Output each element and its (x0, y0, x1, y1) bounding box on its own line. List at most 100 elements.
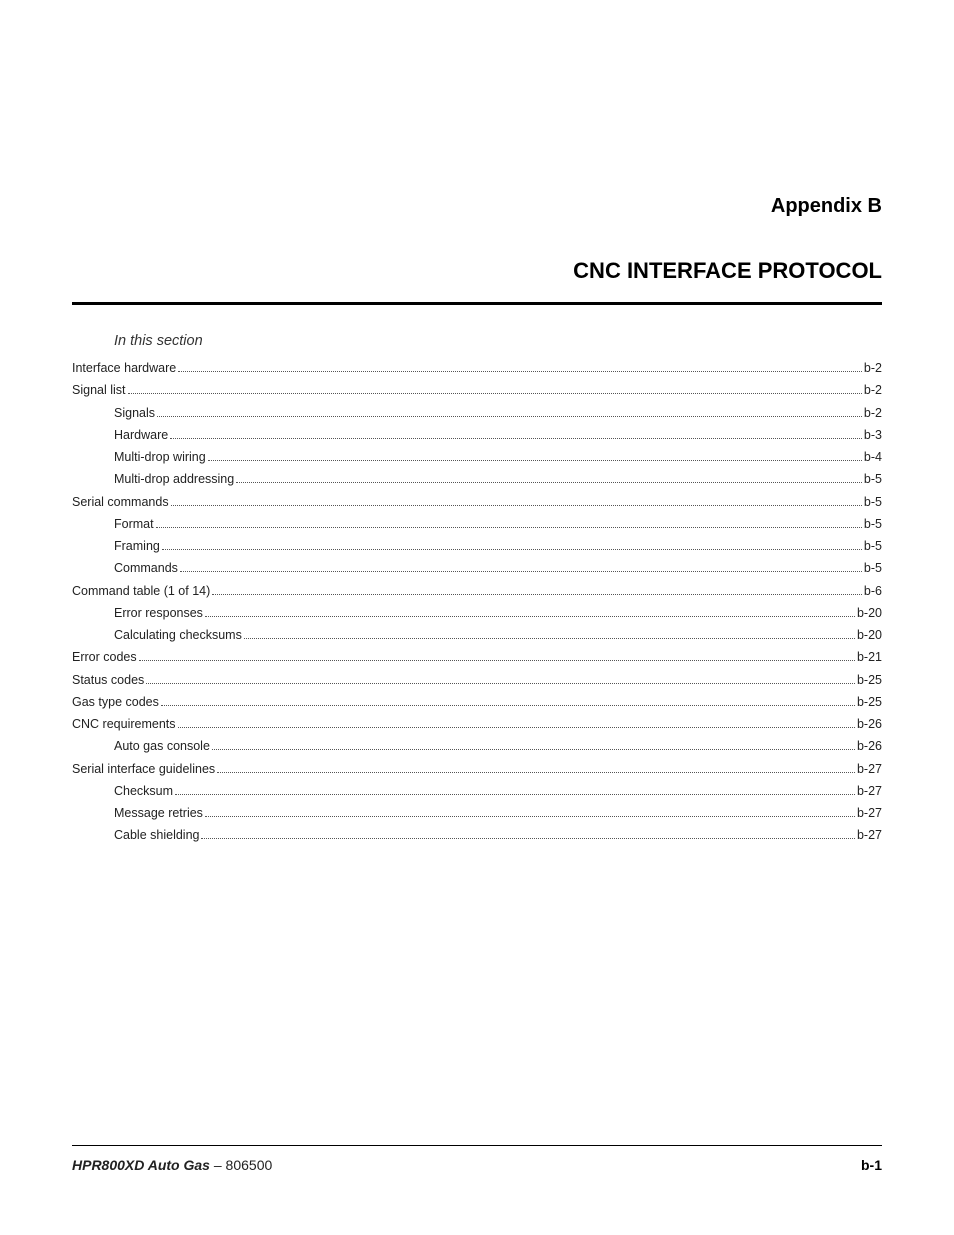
toc-entry: Cable shielding b-27 (114, 826, 882, 845)
appendix-label: Appendix B (72, 195, 882, 218)
toc-entry-label: Framing (114, 537, 160, 556)
toc-entry-label: Signals (114, 404, 155, 423)
toc-entry-page: b-27 (857, 782, 882, 801)
toc-entry: Serial commands b-5 (72, 493, 882, 512)
toc-dot-leader (171, 505, 862, 506)
toc-dot-leader (244, 638, 855, 639)
section-label: In this section (114, 333, 882, 349)
page-title: CNC INTERFACE PROTOCOL (72, 258, 882, 284)
toc-entry: CNC requirements b-26 (72, 715, 882, 734)
toc-entry: Interface hardware b-2 (72, 359, 882, 378)
toc-entry: Serial interface guidelines b-27 (72, 760, 882, 779)
toc-entry: Commands b-5 (114, 559, 882, 578)
toc-entry: Format b-5 (114, 515, 882, 534)
toc-entry: Signal list b-2 (72, 381, 882, 400)
toc-dot-leader (205, 816, 855, 817)
title-rule (72, 302, 882, 305)
toc-entry-page: b-27 (857, 760, 882, 779)
toc-entry-label: Calculating checksums (114, 626, 242, 645)
toc-dot-leader (128, 393, 862, 394)
toc-dot-leader (201, 838, 854, 839)
toc-entry: Status codes b-25 (72, 671, 882, 690)
toc-entry-page: b-21 (857, 648, 882, 667)
toc-entry: Gas type codes b-25 (72, 693, 882, 712)
toc-dot-leader (178, 371, 862, 372)
toc-entry-label: Command table (1 of 14) (72, 582, 210, 601)
toc-entry-label: Error responses (114, 604, 203, 623)
toc-entry-label: Error codes (72, 648, 137, 667)
toc-entry-label: Serial interface guidelines (72, 760, 215, 779)
toc-dot-leader (156, 527, 862, 528)
toc-entry-page: b-5 (864, 493, 882, 512)
toc-entry-label: Auto gas console (114, 737, 210, 756)
toc-entry-page: b-5 (864, 470, 882, 489)
toc-entry-label: Status codes (72, 671, 144, 690)
toc-entry-label: Checksum (114, 782, 173, 801)
toc-dot-leader (146, 683, 855, 684)
toc-dot-leader (236, 482, 862, 483)
toc-entry-page: b-2 (864, 359, 882, 378)
toc-entry-page: b-2 (864, 381, 882, 400)
toc-entry-label: Cable shielding (114, 826, 199, 845)
toc-entry-page: b-27 (857, 826, 882, 845)
toc-dot-leader (208, 460, 862, 461)
toc-entry-page: b-5 (864, 537, 882, 556)
toc-entry: Checksum b-27 (114, 782, 882, 801)
toc-entry: Multi-drop wiring b-4 (114, 448, 882, 467)
toc-entry-page: b-4 (864, 448, 882, 467)
toc-entry-page: b-3 (864, 426, 882, 445)
footer-page-number: b-1 (861, 1157, 882, 1173)
toc-entry-label: Signal list (72, 381, 126, 400)
table-of-contents: Interface hardwareb-2Signal listb-2Signa… (72, 359, 882, 845)
toc-entry: Error responses b-20 (114, 604, 882, 623)
toc-entry: Message retries b-27 (114, 804, 882, 823)
footer-rule (72, 1145, 882, 1146)
footer-code: 806500 (226, 1157, 273, 1173)
toc-entry-page: b-6 (864, 582, 882, 601)
toc-dot-leader (212, 749, 855, 750)
toc-entry-label: Interface hardware (72, 359, 176, 378)
toc-entry-label: CNC requirements (72, 715, 176, 734)
toc-entry-label: Commands (114, 559, 178, 578)
toc-dot-leader (180, 571, 862, 572)
toc-dot-leader (217, 772, 855, 773)
toc-dot-leader (178, 727, 855, 728)
toc-entry-page: b-26 (857, 715, 882, 734)
toc-entry: Signals b-2 (114, 404, 882, 423)
toc-dot-leader (161, 705, 855, 706)
toc-entry-page: b-25 (857, 693, 882, 712)
toc-entry-label: Multi-drop addressing (114, 470, 234, 489)
toc-dot-leader (170, 438, 862, 439)
toc-entry-label: Gas type codes (72, 693, 159, 712)
toc-entry: Command table (1 of 14) b-6 (72, 582, 882, 601)
toc-dot-leader (212, 594, 862, 595)
toc-entry: Hardware b-3 (114, 426, 882, 445)
toc-entry: Multi-drop addressing b-5 (114, 470, 882, 489)
footer-dash: – (210, 1157, 226, 1173)
toc-entry-label: Hardware (114, 426, 168, 445)
footer-product: HPR800XD Auto Gas (72, 1157, 210, 1173)
toc-entry-page: b-27 (857, 804, 882, 823)
toc-dot-leader (162, 549, 862, 550)
toc-entry-label: Serial commands (72, 493, 169, 512)
toc-dot-leader (139, 660, 855, 661)
toc-dot-leader (157, 416, 862, 417)
toc-entry: Auto gas console b-26 (114, 737, 882, 756)
page-footer: HPR800XD Auto Gas – 806500 b-1 (72, 1145, 882, 1173)
toc-dot-leader (205, 616, 855, 617)
toc-entry-page: b-20 (857, 626, 882, 645)
toc-entry-page: b-5 (864, 515, 882, 534)
toc-entry-label: Message retries (114, 804, 203, 823)
toc-entry-page: b-26 (857, 737, 882, 756)
toc-entry-label: Format (114, 515, 154, 534)
toc-entry-label: Multi-drop wiring (114, 448, 206, 467)
toc-dot-leader (175, 794, 855, 795)
toc-entry: Framing b-5 (114, 537, 882, 556)
toc-entry: Error codes b-21 (72, 648, 882, 667)
toc-entry-page: b-5 (864, 559, 882, 578)
footer-left: HPR800XD Auto Gas – 806500 (72, 1157, 272, 1173)
toc-entry-page: b-20 (857, 604, 882, 623)
toc-entry-page: b-2 (864, 404, 882, 423)
toc-entry-page: b-25 (857, 671, 882, 690)
toc-entry: Calculating checksums b-20 (114, 626, 882, 645)
